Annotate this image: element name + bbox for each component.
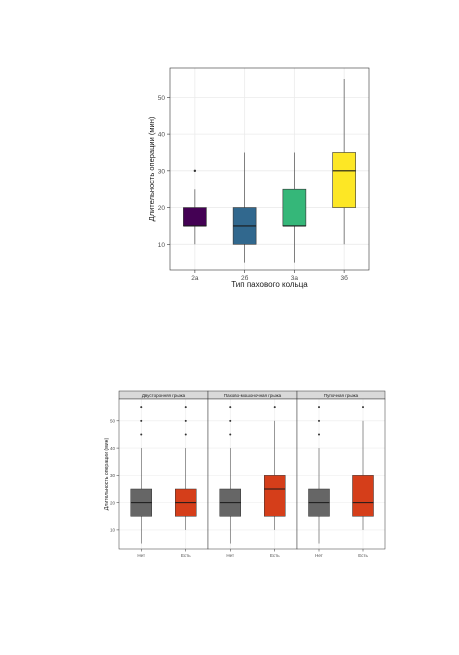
- outlier-point: [193, 169, 197, 173]
- y-tick-label: 40: [158, 132, 166, 139]
- y-tick-label: 50: [110, 419, 116, 424]
- x-tick-label: Нет: [137, 553, 145, 558]
- outlier-point: [229, 406, 232, 409]
- y-tick-label: 20: [158, 205, 166, 212]
- box-yes: [352, 475, 374, 517]
- box-yes: [264, 475, 286, 517]
- outlier-point: [184, 419, 187, 422]
- y-tick-label: 30: [110, 473, 116, 478]
- y-tick-label: 20: [110, 500, 116, 505]
- facet-panel: [119, 399, 208, 549]
- outlier-point: [184, 406, 187, 409]
- x-tick-label: Нет: [226, 553, 234, 558]
- facet-label: Двусторонняя грыжа: [142, 393, 186, 398]
- y-tick-label: 10: [158, 242, 166, 249]
- x-tick-label: Есть: [181, 553, 191, 558]
- x-axis-title: Тип пахового кольца: [231, 280, 308, 289]
- y-tick-label: 50: [158, 95, 166, 102]
- x-tick-label: 2а: [191, 275, 199, 282]
- facet-panel: [297, 399, 385, 549]
- y-tick-label: 30: [158, 168, 166, 175]
- x-tick-label: Есть: [358, 553, 368, 558]
- outlier-point: [184, 433, 187, 436]
- outlier-point: [229, 419, 232, 422]
- facet-panel: [208, 399, 297, 549]
- outlier-point: [140, 406, 143, 409]
- y-axis-title: Длительность операции (мин): [104, 438, 110, 511]
- chart-2-duration-by-hernia-facets: Двусторонняя грыжа Нет Есть Пахово-мошоночн…: [104, 390, 386, 558]
- outlier-point: [362, 406, 364, 409]
- x-tick-label: Есть: [270, 553, 280, 558]
- x-tick-label: 3б: [340, 274, 348, 282]
- y-tick-label: 40: [110, 446, 116, 451]
- box-2а: [183, 207, 207, 227]
- x-tick-label: 2б: [241, 274, 249, 282]
- outlier-point: [318, 419, 320, 422]
- facet-label: Пупочная грыжа: [324, 393, 359, 398]
- chart-1-duration-by-ring-type: 10 20 30 40 50 2а 2б 3а 3б Тип пахового кольца Дли…: [147, 67, 370, 289]
- y-axis-title: Длительность операции (мин): [147, 116, 156, 221]
- outlier-point: [229, 433, 232, 436]
- y-tick-label: 10: [110, 528, 116, 533]
- outlier-point: [140, 419, 143, 422]
- outlier-point: [318, 406, 320, 409]
- outlier-point: [318, 433, 320, 436]
- box-3б: [332, 152, 356, 208]
- x-tick-label: Нет: [315, 553, 323, 558]
- outlier-point: [140, 433, 143, 436]
- x-tick-label: 3а: [291, 275, 299, 282]
- plot-border: [169, 67, 370, 271]
- box-3а: [282, 188, 307, 227]
- outlier-point: [273, 406, 276, 409]
- facet-label: Пахово-мошоночная грыжа: [224, 393, 282, 398]
- facet-border: [296, 398, 386, 550]
